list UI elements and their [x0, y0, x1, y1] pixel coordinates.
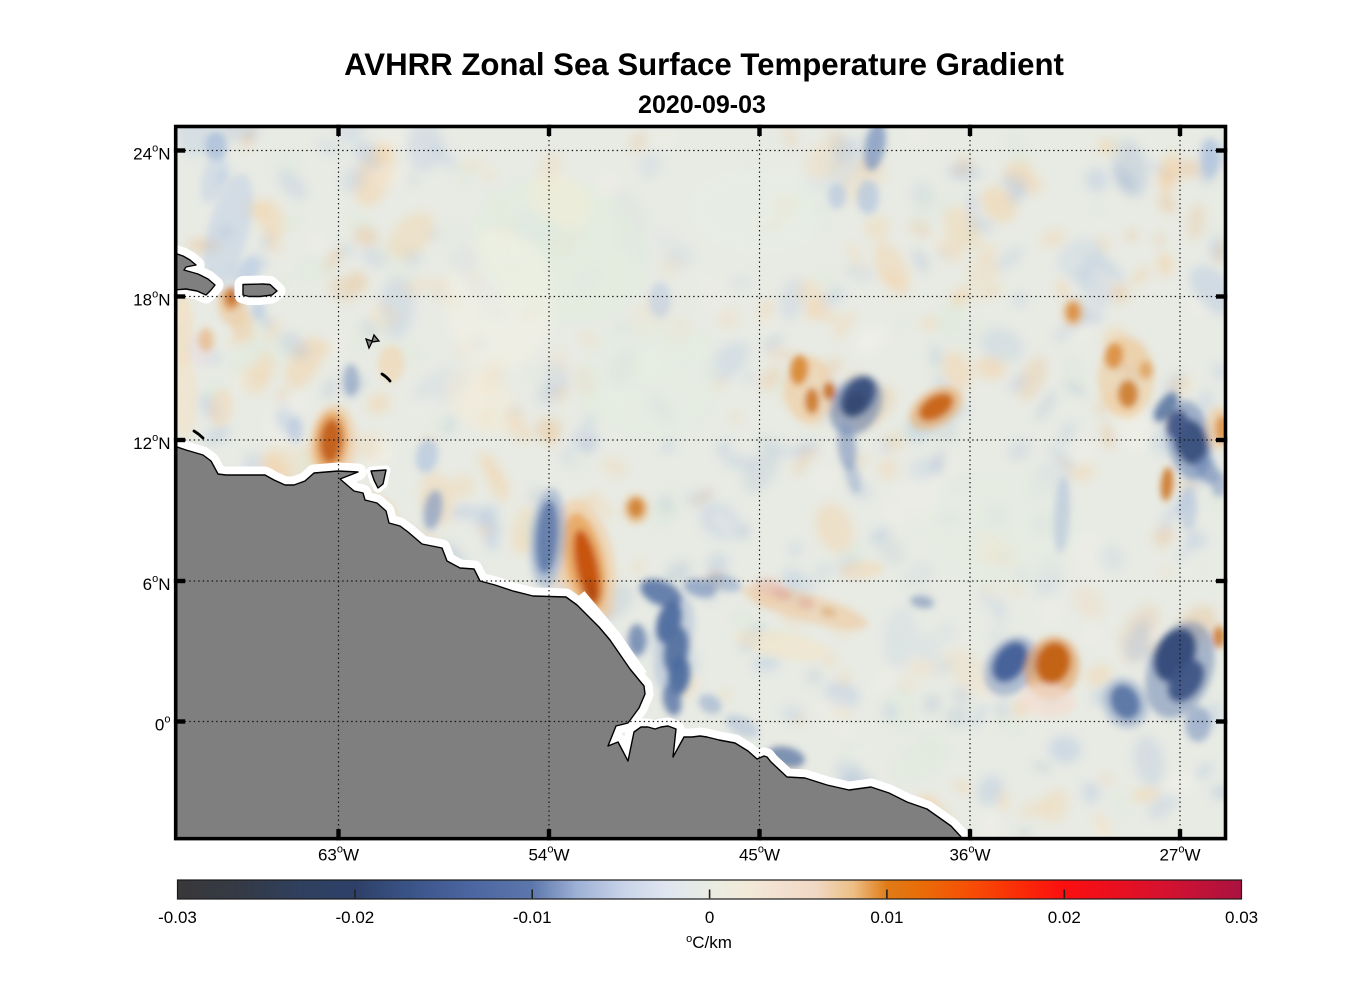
svg-text:0.03: 0.03	[1225, 908, 1258, 927]
svg-text:-0.02: -0.02	[336, 908, 375, 927]
svg-text:27oW: 27oW	[1159, 844, 1200, 865]
svg-text:0: 0	[705, 908, 714, 927]
svg-text:36oW: 36oW	[949, 844, 990, 865]
svg-text:24oN: 24oN	[133, 143, 170, 164]
svg-text:45oW: 45oW	[739, 844, 780, 865]
svg-text:2020-09-03: 2020-09-03	[638, 91, 766, 119]
svg-text:0.02: 0.02	[1048, 908, 1081, 927]
svg-text:AVHRR Zonal Sea Surface Temper: AVHRR Zonal Sea Surface Temperature Grad…	[344, 47, 1064, 82]
svg-text:0.01: 0.01	[870, 908, 903, 927]
svg-text:oC/km: oC/km	[686, 933, 732, 952]
svg-text:54oW: 54oW	[528, 844, 569, 865]
svg-text:12oN: 12oN	[133, 432, 170, 453]
svg-text:63oW: 63oW	[318, 844, 359, 865]
svg-text:18oN: 18oN	[133, 289, 170, 310]
svg-text:-0.03: -0.03	[158, 908, 197, 927]
svg-text:6oN: 6oN	[143, 573, 171, 594]
svg-text:-0.01: -0.01	[513, 908, 552, 927]
